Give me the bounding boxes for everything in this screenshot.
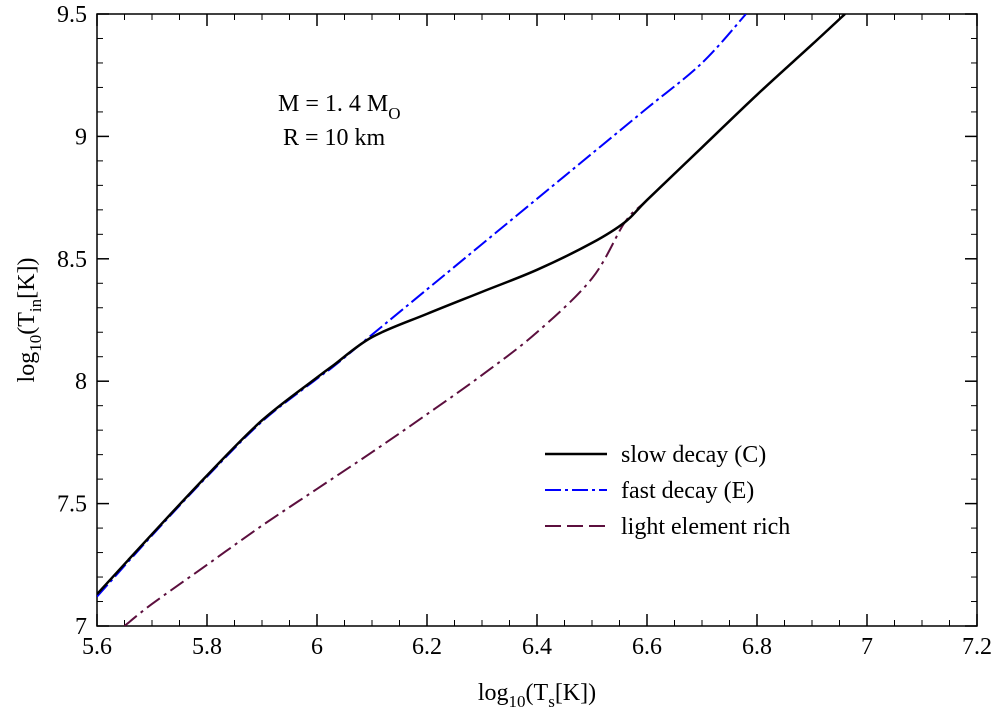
y-axis-label-mid: (T: [14, 312, 40, 335]
y-axis-label-end: [K]): [14, 258, 40, 299]
y-tick-label: 7.5: [57, 492, 87, 518]
y-axis-label-sub2: in: [26, 298, 45, 312]
y-tick-label: 9: [75, 124, 87, 150]
y-tick-label: 7: [75, 614, 87, 640]
x-axis-ticks: 5.6 5.8 6 6.2 6.4 6.6 6.8 7 7.2: [82, 14, 992, 660]
series-fast-decay-line: [97, 14, 747, 598]
x-axis-label-end: [K]): [555, 680, 596, 706]
x-axis-label-sub2: s: [548, 692, 555, 711]
x-axis-label-mid: (T: [526, 680, 549, 706]
legend-label-fast-decay: fast decay (E): [621, 478, 754, 504]
annotation-radius: R = 10 km: [283, 125, 386, 151]
x-tick-label: 6.2: [412, 634, 442, 660]
annotation-radius-text: R = 10 km: [283, 125, 386, 151]
series-slow-decay-line: [97, 14, 846, 596]
legend-label-light-element: light element rich: [621, 514, 790, 540]
y-axis-label-base: log: [14, 352, 40, 383]
y-axis-label-sub1: 10: [26, 335, 45, 352]
legend: slow decay (C) fast decay (E) light elem…: [545, 442, 790, 540]
x-tick-label: 6.6: [632, 634, 662, 660]
y-axis-ticks: 7 7.5 8 8.5 9 9.5: [57, 2, 977, 640]
x-tick-label: 6: [311, 634, 323, 660]
data-series-layer: [97, 14, 846, 626]
x-tick-label: 6.4: [522, 634, 552, 660]
annotation-mass-text: M = 1. 4 M: [278, 91, 388, 117]
x-axis-label-base: log: [478, 680, 509, 706]
plot-area-frame: [96, 13, 978, 627]
legend-label-slow-decay: slow decay (C): [621, 442, 766, 468]
y-axis-label: log10(Tin[K]): [14, 258, 45, 383]
x-tick-label: 7: [861, 634, 873, 660]
y-tick-label: 8.5: [57, 247, 87, 273]
x-axis-label-sub1: 10: [509, 692, 526, 711]
y-tick-label: 9.5: [57, 2, 87, 28]
x-tick-label: 5.8: [192, 634, 222, 660]
annotation-mass: M = 1. 4 MO: [278, 91, 401, 123]
y-tick-label: 8: [75, 369, 87, 395]
x-tick-label: 5.6: [82, 634, 112, 660]
x-axis-label: log10(Ts[K]): [478, 680, 596, 711]
x-tick-label: 7.2: [962, 634, 992, 660]
annotation-mass-sub: O: [388, 104, 400, 123]
x-tick-label: 6.8: [742, 634, 772, 660]
